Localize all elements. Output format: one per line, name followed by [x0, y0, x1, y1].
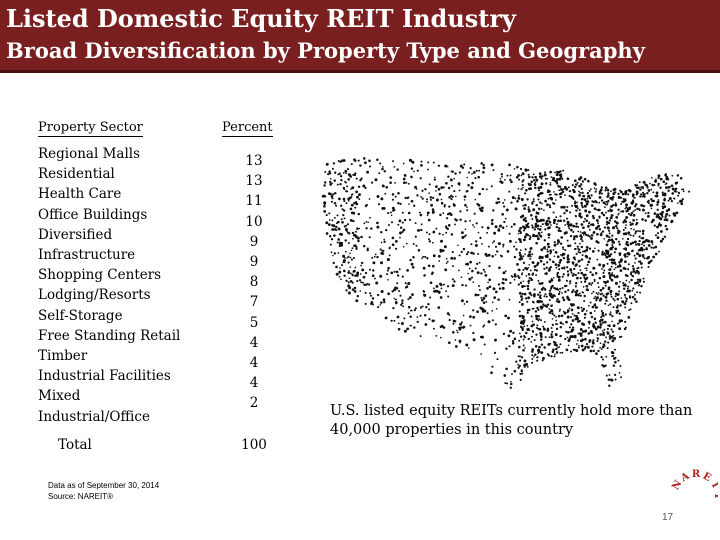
- percent-value: 10: [245, 213, 263, 230]
- map-caption: U.S. listed equity REITs currently hold …: [330, 403, 693, 438]
- sector-label: Lodging/Resorts: [38, 287, 151, 304]
- percent-value: 4: [249, 334, 259, 351]
- svg-text:I: I: [709, 480, 718, 490]
- percent-value: 13: [245, 173, 263, 190]
- sector-label: Diversified: [38, 226, 113, 243]
- sector-label: Free Standing Retail: [38, 327, 181, 344]
- sector-label: Residential: [38, 166, 115, 183]
- percent-list: 13 13 11 10 9 9 8 7 5 4 4 4 2: [228, 151, 280, 414]
- percent-value: 11: [245, 193, 263, 210]
- percent-value: 8: [249, 274, 259, 291]
- sector-label: Office Buildings: [38, 206, 148, 223]
- sector-label: Mixed Industrial/Office: [38, 388, 150, 425]
- sector-label: Regional Malls: [38, 146, 141, 162]
- header-divider: [0, 70, 720, 73]
- percent-value: 13: [245, 153, 263, 169]
- sector-column-header: Property Sector: [38, 120, 143, 137]
- percent-column-header: Percent: [222, 120, 273, 137]
- total-label: Total: [58, 437, 92, 453]
- data-date-note: Data as of September 30, 2014: [48, 481, 160, 490]
- sector-label: Self-Storage: [38, 307, 123, 324]
- percent-value: 7: [249, 294, 259, 311]
- sector-list: Regional Malls Residential Health Care O…: [38, 144, 213, 427]
- percent-value: 4: [249, 375, 259, 392]
- sector-label: Industrial Facilities: [38, 368, 171, 385]
- svg-text:T: T: [712, 492, 718, 500]
- nareit-logo-mark: NAREIT: [670, 469, 718, 500]
- sector-label: Infrastructure: [38, 247, 136, 264]
- nareit-logo: NAREIT: [670, 469, 718, 500]
- property-dots: [321, 157, 691, 389]
- percent-value: 5: [249, 314, 259, 331]
- slide-header: Listed Domestic Equity REIT Industry Bro…: [0, 0, 720, 70]
- svg-text:R: R: [692, 469, 701, 480]
- sector-label: Health Care: [38, 186, 122, 203]
- page-number: 17: [662, 512, 674, 523]
- percent-value: 4: [249, 355, 259, 372]
- percent-value: 9: [249, 233, 259, 250]
- percent-value: 2: [249, 395, 259, 412]
- sector-label: Timber: [38, 348, 88, 365]
- source-note: Data as of September 30, 2014 Source: NA…: [48, 480, 159, 502]
- sector-label: Shopping Centers: [38, 267, 162, 284]
- total-value: 100: [241, 437, 267, 453]
- svg-text:E: E: [701, 471, 713, 485]
- slide-title: Listed Domestic Equity REIT Industry: [6, 4, 516, 33]
- us-property-map: [321, 157, 691, 389]
- source-attribution: Source: NAREIT®: [48, 492, 114, 501]
- slide-subtitle: Broad Diversification by Property Type a…: [6, 38, 645, 63]
- percent-value: 9: [249, 254, 259, 271]
